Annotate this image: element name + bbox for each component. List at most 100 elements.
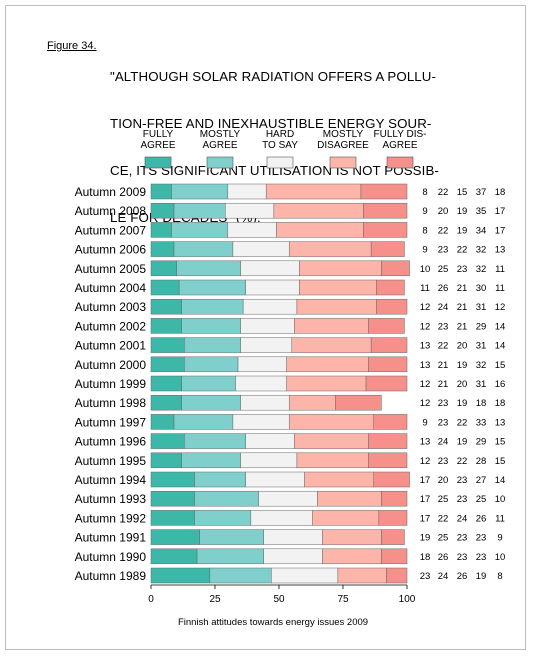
data-label: 9	[497, 533, 502, 544]
data-label: 28	[476, 456, 487, 467]
data-label: 18	[476, 398, 487, 409]
figure-label: Figure 34.	[47, 40, 97, 52]
data-label: 26	[438, 552, 449, 563]
category-label: Autumn 1991	[75, 531, 147, 545]
data-label: 23	[457, 533, 468, 544]
bar-segment	[232, 414, 290, 430]
bar-segment	[150, 433, 185, 449]
category-label: Autumn 2007	[75, 223, 147, 237]
data-label: 19	[457, 225, 468, 236]
data-label: 27	[476, 475, 487, 486]
legend-swatch	[329, 156, 357, 169]
bar-segment	[173, 241, 234, 257]
x-tick-label: 75	[337, 594, 349, 605]
data-label: 10	[420, 264, 431, 275]
chart-footer: Finnish attitudes towards energy issues …	[178, 617, 368, 628]
data-label: 10	[495, 552, 506, 563]
bar-segment	[237, 356, 287, 373]
bar-segment	[335, 394, 382, 411]
bar-segment	[291, 337, 372, 353]
bar-segment	[370, 337, 408, 353]
x-tick-label: 50	[273, 594, 285, 605]
data-label: 8	[422, 225, 427, 236]
bar-segment	[150, 337, 185, 353]
data-label: 23	[438, 417, 449, 428]
data-label: 9	[422, 417, 427, 428]
data-label: 18	[495, 398, 506, 409]
bar-segment	[276, 222, 364, 238]
bar-segment	[199, 529, 264, 545]
bar-segment	[294, 433, 369, 449]
bar-segment	[263, 529, 323, 545]
bar-segment	[258, 490, 318, 507]
bar-segment	[150, 298, 182, 315]
x-tick-label: 0	[148, 594, 154, 605]
bar-segment	[294, 318, 369, 334]
data-label: 13	[420, 437, 431, 448]
figure-frame	[5, 5, 526, 650]
data-label: 17	[420, 513, 431, 524]
bar-segment	[150, 375, 182, 392]
data-label: 20	[438, 475, 449, 486]
data-label: 15	[495, 456, 506, 467]
bar-segment	[150, 529, 200, 545]
data-label: 11	[495, 264, 505, 275]
category-label: Autumn 2001	[75, 339, 147, 353]
data-label: 9	[422, 206, 427, 217]
bar-segment	[150, 510, 195, 526]
bar-segment	[286, 356, 369, 373]
data-label: 22	[438, 187, 449, 198]
category-label: Autumn 2004	[75, 281, 147, 295]
bar-segment	[181, 318, 241, 334]
bar-segment	[181, 298, 244, 315]
bar-segment	[150, 490, 195, 507]
category-label: Autumn 1998	[75, 396, 147, 410]
bar-segment	[317, 490, 382, 507]
bar-segment	[245, 471, 305, 488]
bar-segment	[173, 202, 226, 219]
bar-segment	[265, 183, 362, 200]
legend-label: MOSTLY	[200, 129, 241, 140]
legend-label: MOSTLY	[323, 129, 364, 140]
data-label: 34	[476, 225, 487, 236]
bar-segment	[150, 567, 211, 584]
data-label: 22	[438, 513, 449, 524]
category-label: Autumn 2000	[75, 358, 147, 372]
data-label: 32	[476, 245, 487, 256]
data-label: 22	[457, 456, 468, 467]
legend-label: HARD	[266, 129, 294, 140]
data-label: 17	[420, 494, 431, 505]
data-label: 30	[476, 283, 487, 294]
bar-segment	[368, 318, 405, 334]
bar-segment	[194, 510, 252, 526]
bar-segment	[360, 183, 408, 200]
data-label: 23	[457, 494, 468, 505]
data-label: 12	[420, 302, 431, 313]
category-label: Autumn 1996	[75, 435, 147, 449]
data-label: 22	[438, 341, 449, 352]
data-label: 19	[457, 437, 468, 448]
data-label: 19	[457, 360, 468, 371]
bar-segment	[184, 433, 246, 449]
bar-segment	[184, 356, 239, 373]
data-label: 23	[476, 533, 487, 544]
title-line: "ALTHOUGH SOLAR RADIATION OFFERS A POLLU…	[110, 69, 437, 85]
bar-segment	[337, 567, 387, 584]
data-label: 24	[438, 571, 449, 582]
legend-swatch	[386, 156, 414, 169]
bar-segment	[150, 548, 198, 565]
data-label: 31	[476, 302, 487, 313]
data-label: 11	[420, 283, 430, 294]
bar-segment	[378, 510, 408, 526]
data-label: 22	[457, 417, 468, 428]
data-label: 12	[420, 456, 431, 467]
bar-segment	[304, 471, 374, 488]
bar-segment	[368, 356, 408, 373]
data-label: 9	[422, 245, 427, 256]
bar-segment	[181, 394, 241, 411]
bar-segment	[286, 375, 367, 392]
data-label: 24	[438, 302, 449, 313]
data-label: 12	[420, 379, 431, 390]
bar-segment	[184, 337, 241, 353]
data-label: 23	[476, 552, 487, 563]
